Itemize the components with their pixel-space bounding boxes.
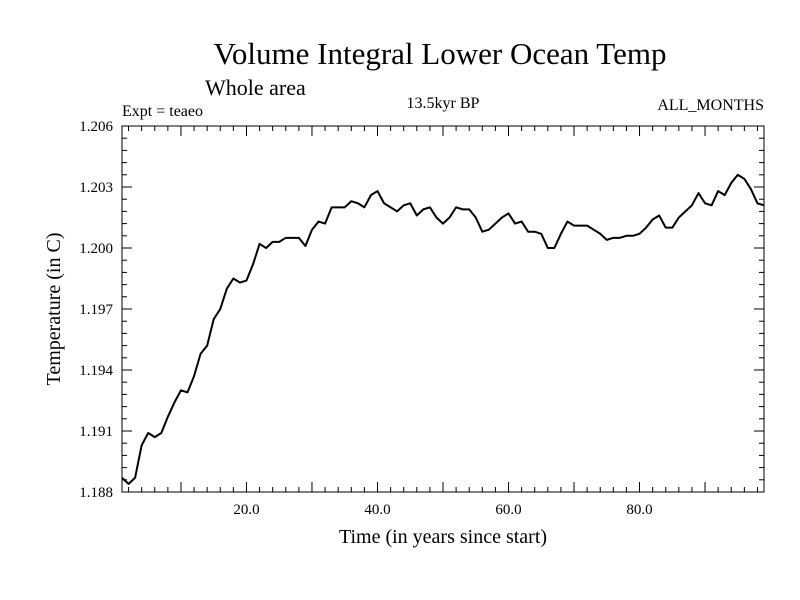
y-tick-label: 1.191 xyxy=(79,424,113,440)
y-tick-label: 1.203 xyxy=(79,180,113,196)
x-axis-label: Time (in years since start) xyxy=(339,526,547,548)
experiment-label: Expt = teaeo xyxy=(122,103,203,120)
series-line-temperature xyxy=(121,173,765,485)
chart-subtitle: Whole area xyxy=(205,75,306,100)
y-tick-label: 1.188 xyxy=(79,485,113,501)
months-label: ALL_MONTHS xyxy=(657,97,764,114)
x-tick-label: 80.0 xyxy=(626,502,652,518)
y-tick-label: 1.200 xyxy=(79,241,113,257)
y-axis-label: Temperature (in C) xyxy=(43,233,65,386)
y-tick-label: 1.206 xyxy=(79,119,113,135)
y-tick-label: 1.194 xyxy=(79,363,113,379)
chart-title: Volume Integral Lower Ocean Temp xyxy=(214,36,667,71)
x-tick-label: 40.0 xyxy=(364,502,390,518)
x-tick-label: 60.0 xyxy=(495,502,521,518)
period-label: 13.5kyr BP xyxy=(407,95,480,112)
plot-frame xyxy=(121,125,765,493)
x-tick-label: 20.0 xyxy=(233,502,259,518)
y-tick-label: 1.197 xyxy=(79,302,113,318)
